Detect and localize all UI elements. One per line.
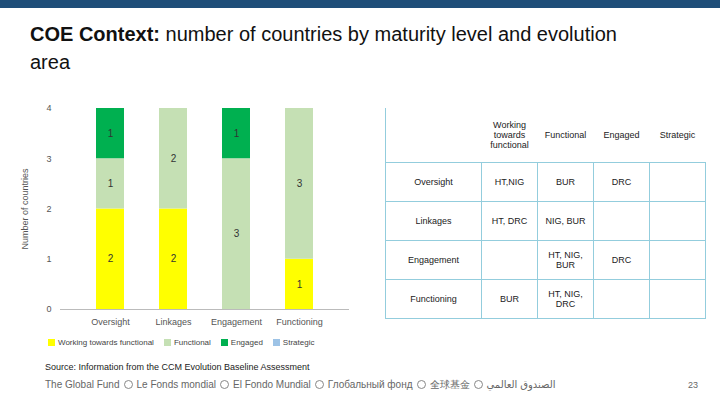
html-text:NIG, BUR: NIG, BUR: [545, 216, 586, 226]
svg-text:2: 2: [171, 253, 177, 264]
html-text:23: 23: [688, 380, 698, 390]
html-text:HT, DRC: HT, DRC: [491, 216, 528, 226]
html-text:HT,NIG: HT,NIG: [494, 177, 525, 187]
html-text:Le Fonds mondial: Le Fonds mondial: [136, 379, 216, 390]
html-text:Functioning: Functioning: [410, 294, 457, 304]
svg-text:1: 1: [108, 128, 114, 139]
html-text:BUR: BUR: [500, 294, 519, 304]
html-text:Engaged: Engaged: [603, 130, 640, 140]
html-text:Engaged: Engaged: [230, 338, 263, 347]
html-text:DRC: DRC: [611, 255, 632, 265]
html-text:Functional: Functional: [173, 338, 211, 347]
svg-text:2: 2: [171, 153, 177, 164]
html-text:Strategic: Strategic: [282, 338, 315, 347]
html-text:HT, NIG, DRC: HT, NIG, DRC: [548, 289, 583, 309]
svg-text:1: 1: [234, 128, 240, 139]
html-text:COE Context: number of countri: COE Context: number of countries by matu…: [30, 23, 617, 73]
svg-text:2: 2: [108, 253, 114, 264]
svg-text:3: 3: [234, 228, 240, 239]
html-text:Working towards functional: Working towards functional: [58, 338, 154, 347]
html-text:全球基金: 全球基金: [429, 379, 470, 390]
svg-text:Engagement: Engagement: [211, 317, 263, 327]
svg-text:Functioning: Functioning: [276, 317, 323, 327]
svg-text:3: 3: [297, 178, 303, 189]
html-text:Oversight: Oversight: [414, 177, 453, 187]
html-text:DRC: DRC: [611, 177, 632, 187]
html-text:HT, NIG, BUR: HT, NIG, BUR: [548, 250, 583, 270]
svg-text:Linkages: Linkages: [155, 317, 192, 327]
html-text:BUR: BUR: [556, 177, 575, 187]
html-text:Functional: Functional: [544, 130, 587, 140]
svg-text:2: 2: [46, 204, 51, 214]
html-text:الصندوق العالمي: الصندوق العالمي: [486, 379, 556, 390]
html-text:Linkages: Linkages: [415, 216, 452, 226]
svg-text:1: 1: [297, 279, 303, 290]
svg-text:4: 4: [46, 103, 51, 113]
html-text:Source: Information from the C: Source: Information from the CCM Evoluti…: [45, 362, 310, 372]
svg-text:1: 1: [46, 254, 51, 264]
html-text:Strategic: Strategic: [659, 130, 696, 140]
html-text:Engagement: Engagement: [408, 255, 459, 265]
svg-text:Number of countries: Number of countries: [20, 168, 30, 250]
svg-text:0: 0: [46, 304, 51, 314]
html-text:Глобальный фонд: Глобальный фонд: [327, 379, 413, 390]
svg-text:1: 1: [108, 178, 114, 189]
html-text:El Fondo Mundial: El Fondo Mundial: [233, 379, 311, 390]
html-text:Working towards functional: Working towards functional: [490, 120, 529, 150]
html-text:The Global Fund: The Global Fund: [45, 379, 120, 390]
svg-text:Oversight: Oversight: [91, 317, 130, 327]
svg-text:3: 3: [46, 154, 51, 164]
